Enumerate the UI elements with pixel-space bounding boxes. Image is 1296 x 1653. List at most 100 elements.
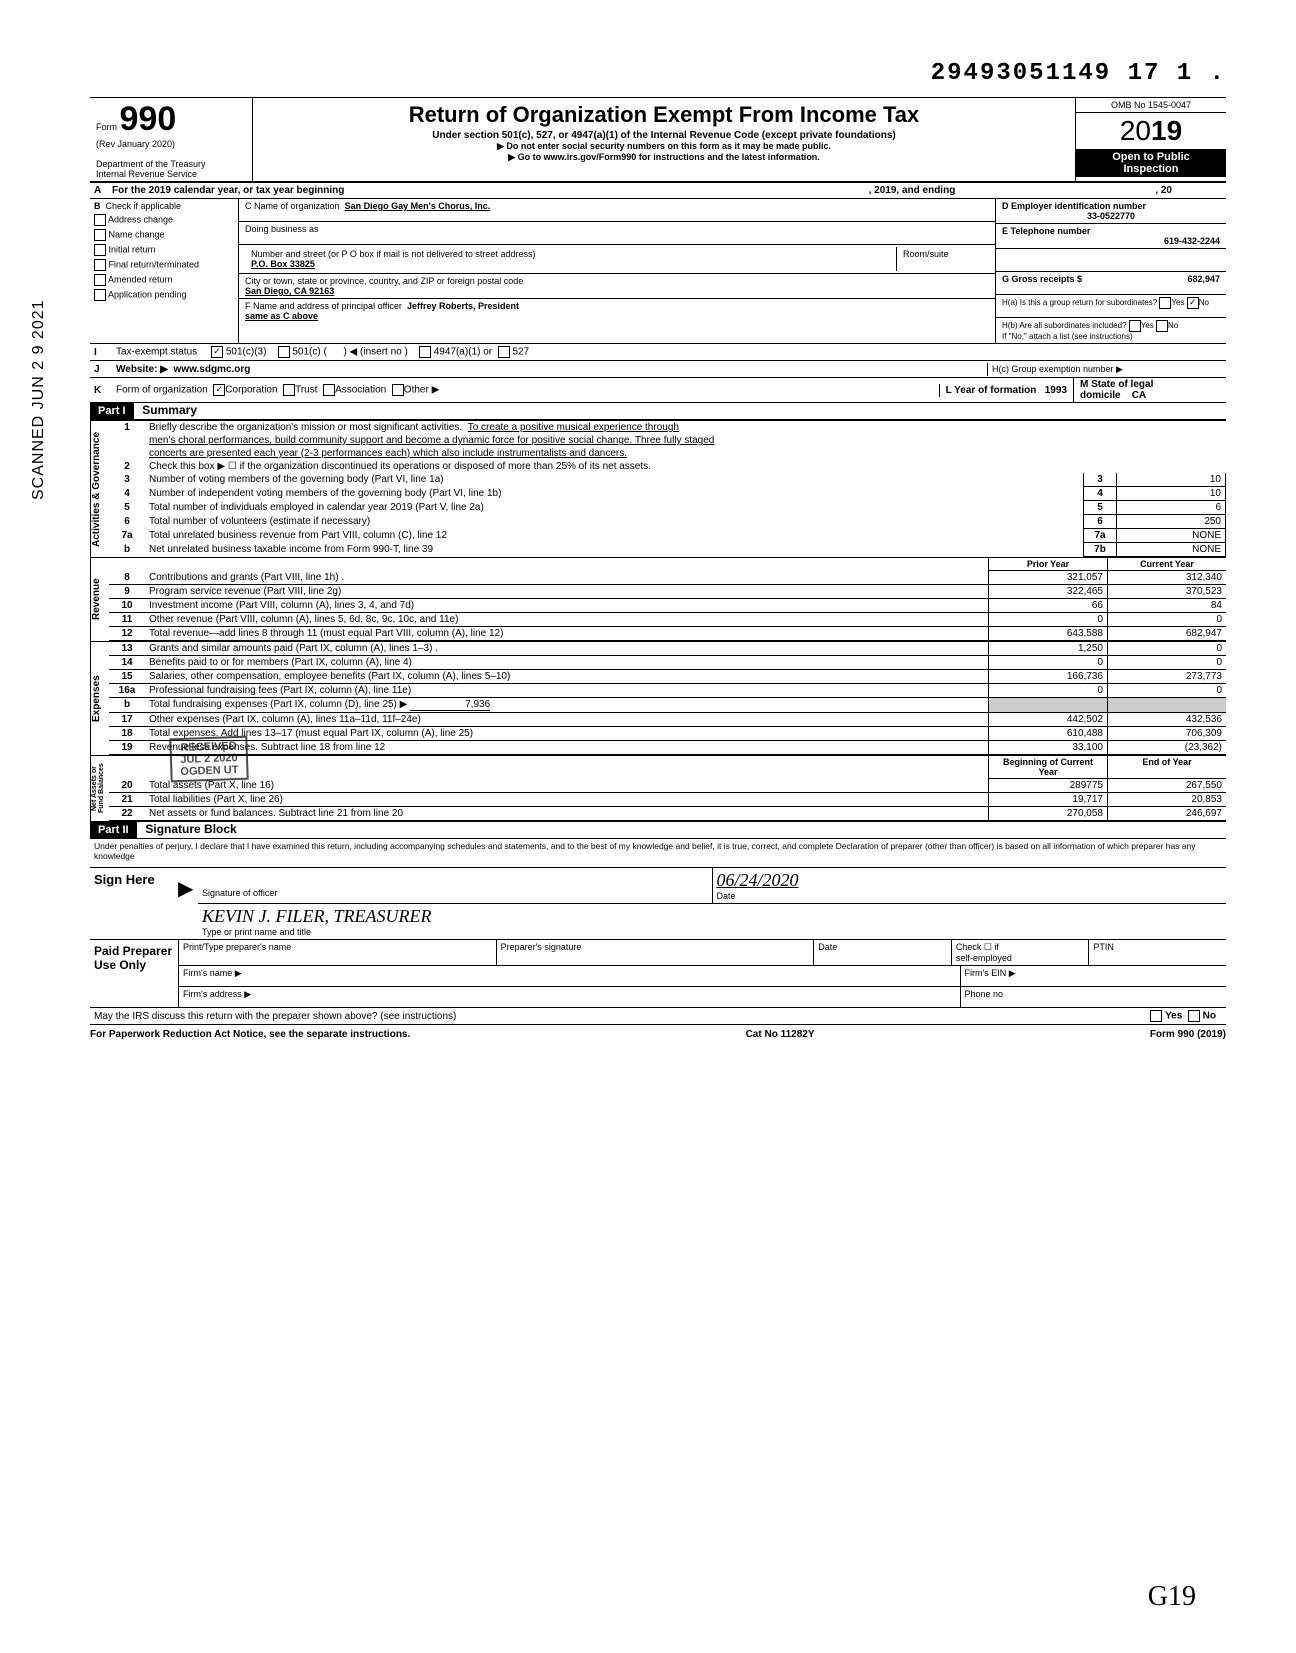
exp17-t: Other expenses (Part IX, column (A), lin… xyxy=(145,713,989,727)
ha-yes[interactable] xyxy=(1159,297,1171,309)
opt-trust: Trust xyxy=(295,385,317,396)
footer-right: Form 990 (2019) xyxy=(1150,1029,1226,1040)
opt-final: Final return/terminated xyxy=(109,259,200,269)
city: San Diego, CA 92163 xyxy=(245,286,334,296)
rev10-n: 10 xyxy=(109,599,145,613)
rev10-py: 66 xyxy=(989,599,1108,613)
insert-no: ) ◀ (insert no ) xyxy=(343,347,407,358)
line3-text: Number of voting members of the governin… xyxy=(145,473,1084,487)
opt-amended: Amended return xyxy=(108,274,173,284)
paid-preparer: Paid Preparer Use Only Print/Type prepar… xyxy=(90,940,1226,1008)
hb-yes[interactable] xyxy=(1129,320,1141,332)
addr-label: Number and street (or P O box if mail is… xyxy=(251,249,535,259)
exp13-t: Grants and similar amounts paid (Part IX… xyxy=(145,642,989,656)
rev9-t: Program service revenue (Part VIII, line… xyxy=(145,585,989,599)
checkbox-final[interactable] xyxy=(94,259,106,271)
inspection: Inspection xyxy=(1123,163,1178,175)
d-label: D Employer identification number xyxy=(1002,201,1146,211)
checkbox-name-change[interactable] xyxy=(94,229,106,241)
checkbox-initial[interactable] xyxy=(94,244,106,256)
ha-no[interactable]: ✓ xyxy=(1187,297,1199,309)
check-assoc[interactable] xyxy=(323,384,335,396)
rev9-n: 9 xyxy=(109,585,145,599)
label-k: K xyxy=(90,385,112,396)
net20-py: 289775 xyxy=(989,779,1108,793)
signer-name: KEVIN J. FILER, TREASURER xyxy=(202,906,431,926)
prep-sig-label: Preparer's signature xyxy=(497,940,815,965)
rev12-py: 643,588 xyxy=(989,627,1108,641)
check-corp[interactable]: ✓ xyxy=(213,384,225,396)
edge-mark: G19 xyxy=(1148,1581,1196,1613)
check-self-emp-b: self-employed xyxy=(956,953,1012,963)
label-j: J xyxy=(90,364,112,375)
footer-mid: Cat No 11282Y xyxy=(746,1029,815,1040)
checkbox-address-change[interactable] xyxy=(94,214,106,226)
check-527[interactable] xyxy=(498,346,510,358)
check-self-emp-a: Check ☐ if xyxy=(956,942,999,952)
revision: (Rev January 2020) xyxy=(96,139,175,149)
c-name-label: C Name of organization xyxy=(245,201,340,211)
net-side-label: Net Assets or Fund Balances xyxy=(90,756,109,821)
line6-text: Total number of volunteers (estimate if … xyxy=(145,515,1084,529)
check-other[interactable] xyxy=(392,384,404,396)
opt-assoc: Association xyxy=(335,385,386,396)
exp17-cy: 432,536 xyxy=(1108,713,1227,727)
opt-address: Address change xyxy=(108,214,173,224)
checkbox-amended[interactable] xyxy=(94,274,106,286)
4947: 4947(a)(1) or xyxy=(434,347,492,358)
begin-year-header: Beginning of Current Year xyxy=(989,756,1108,779)
net21-n: 21 xyxy=(109,793,145,807)
discuss-yes-lbl: Yes xyxy=(1165,1011,1182,1022)
rev8-cy: 312,340 xyxy=(1108,571,1227,585)
sign-arrow-icon: ▶ xyxy=(178,868,198,939)
part2-tag: Part II xyxy=(90,822,137,838)
checkbox-pending[interactable] xyxy=(94,289,106,301)
sign-here-row: Sign Here ▶ Signature of officer 06/24/2… xyxy=(90,868,1226,940)
footer-left: For Paperwork Reduction Act Notice, see … xyxy=(90,1029,410,1040)
mission3: concerts are presented each year (2-3 pe… xyxy=(149,448,627,459)
check-4947[interactable] xyxy=(419,346,431,358)
l-label: L Year of formation xyxy=(946,385,1037,396)
exp16b-n: b xyxy=(109,698,145,713)
rev8-t: Contributions and grants (Part VIII, lin… xyxy=(145,571,989,585)
sig-date-label: Date xyxy=(717,891,736,901)
open-public: Open to Public xyxy=(1112,151,1190,163)
rev10-t: Investment income (Part VIII, column (A)… xyxy=(145,599,989,613)
hb-no[interactable] xyxy=(1156,320,1168,332)
opt-name: Name change xyxy=(109,229,165,239)
row-i: I Tax-exempt status ✓ 501(c)(3) 501(c) (… xyxy=(90,344,1226,361)
org-name: San Diego Gay Men's Chorus, Inc. xyxy=(345,201,491,211)
part2-title: Signature Block xyxy=(139,820,242,838)
hc-label: H(c) Group exemption number ▶ xyxy=(987,363,1226,376)
mission2: men's choral performances, build communi… xyxy=(149,435,714,446)
exp15-t: Salaries, other compensation, employee b… xyxy=(145,670,989,684)
line6-val: 250 xyxy=(1117,515,1226,529)
same-as-c: same as C above xyxy=(245,311,318,321)
discuss-yes[interactable] xyxy=(1150,1010,1162,1022)
discuss-row: May the IRS discuss this return with the… xyxy=(90,1008,1226,1025)
label-b: B xyxy=(94,201,101,211)
exp18-n: 18 xyxy=(109,727,145,741)
check-501c[interactable] xyxy=(278,346,290,358)
f-label: F Name and address of principal officer xyxy=(245,301,402,311)
rev11-cy: 0 xyxy=(1108,613,1227,627)
sig-date: 06/24/2020 xyxy=(717,870,799,890)
exp16a-t: Professional fundraising fees (Part IX, … xyxy=(145,684,989,698)
exp19-cy: (23,362) xyxy=(1108,741,1227,755)
firm-name-label: Firm's name ▶ xyxy=(179,966,961,986)
exp13-py: 1,250 xyxy=(989,642,1108,656)
subtitle-1: Under section 501(c), 527, or 4947(a)(1)… xyxy=(261,130,1067,141)
expenses-side-label: Expenses xyxy=(90,642,109,755)
check-501c3[interactable]: ✓ xyxy=(211,346,223,358)
paid-preparer-label: Paid Preparer Use Only xyxy=(90,940,179,1007)
exp14-t: Benefits paid to or for members (Part IX… xyxy=(145,656,989,670)
rev12-n: 12 xyxy=(109,627,145,641)
no-note: If "No," attach a list (see instructions… xyxy=(1002,332,1133,341)
line4-val: 10 xyxy=(1117,487,1226,501)
discuss-no[interactable] xyxy=(1188,1010,1200,1022)
part1-tag: Part I xyxy=(90,403,134,419)
check-trust[interactable] xyxy=(283,384,295,396)
label-a: A xyxy=(94,185,112,196)
exp19-py: 33,100 xyxy=(989,741,1108,755)
discuss-text: May the IRS discuss this return with the… xyxy=(90,1010,1150,1023)
